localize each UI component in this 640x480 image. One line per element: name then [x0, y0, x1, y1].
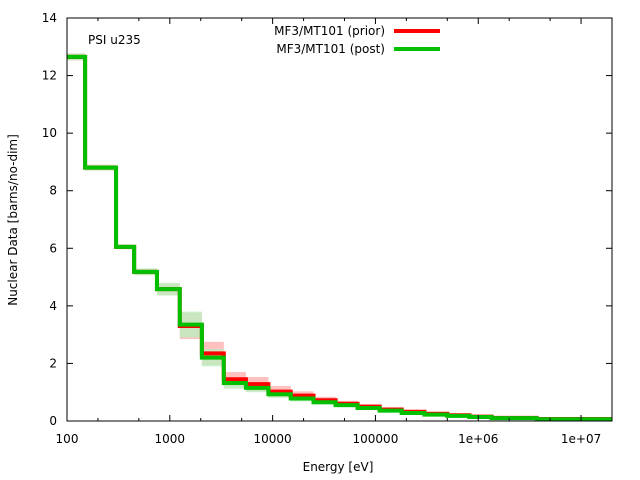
y-axis-label: Nuclear Data [barns/no-dim] [6, 134, 20, 306]
x-tick-label: 100 [56, 432, 79, 446]
y-tick-label: 10 [42, 126, 57, 140]
tick-labels: 0 2 4 6 8 10 12 14 100 1000 10000 100000 1e+06 1e+07 [42, 11, 602, 446]
axis-ticks [66, 17, 613, 422]
y-tick-label: 4 [49, 299, 57, 313]
x-tick-label: 1e+06 [458, 432, 498, 446]
x-tick-label: 1000 [155, 432, 186, 446]
series-lines [67, 54, 612, 422]
legend: MF3/MT101 (prior) MF3/MT101 (post) [274, 24, 440, 56]
x-axis-label: Energy [eV] [303, 460, 374, 474]
x-tick-label: 10000 [254, 432, 292, 446]
plot-border [66, 17, 613, 422]
y-tick-label: 14 [42, 11, 57, 25]
plot-frame [66, 17, 613, 422]
y-tick-label: 8 [49, 184, 57, 198]
y-tick-label: 2 [49, 356, 57, 370]
x-tick-label: 100000 [353, 432, 399, 446]
series-line-post [67, 54, 612, 422]
uncertainty-bands [67, 53, 612, 420]
y-tick-label: 6 [49, 241, 57, 255]
series-line-prior [67, 54, 612, 421]
y-tick-label: 0 [49, 414, 57, 428]
legend-label-prior: MF3/MT101 (prior) [274, 24, 385, 38]
y-tick-label: 12 [42, 69, 57, 83]
chart-annotation: PSI u235 [88, 33, 141, 47]
legend-label-post: MF3/MT101 (post) [276, 42, 385, 56]
x-tick-label: 1e+07 [561, 432, 601, 446]
